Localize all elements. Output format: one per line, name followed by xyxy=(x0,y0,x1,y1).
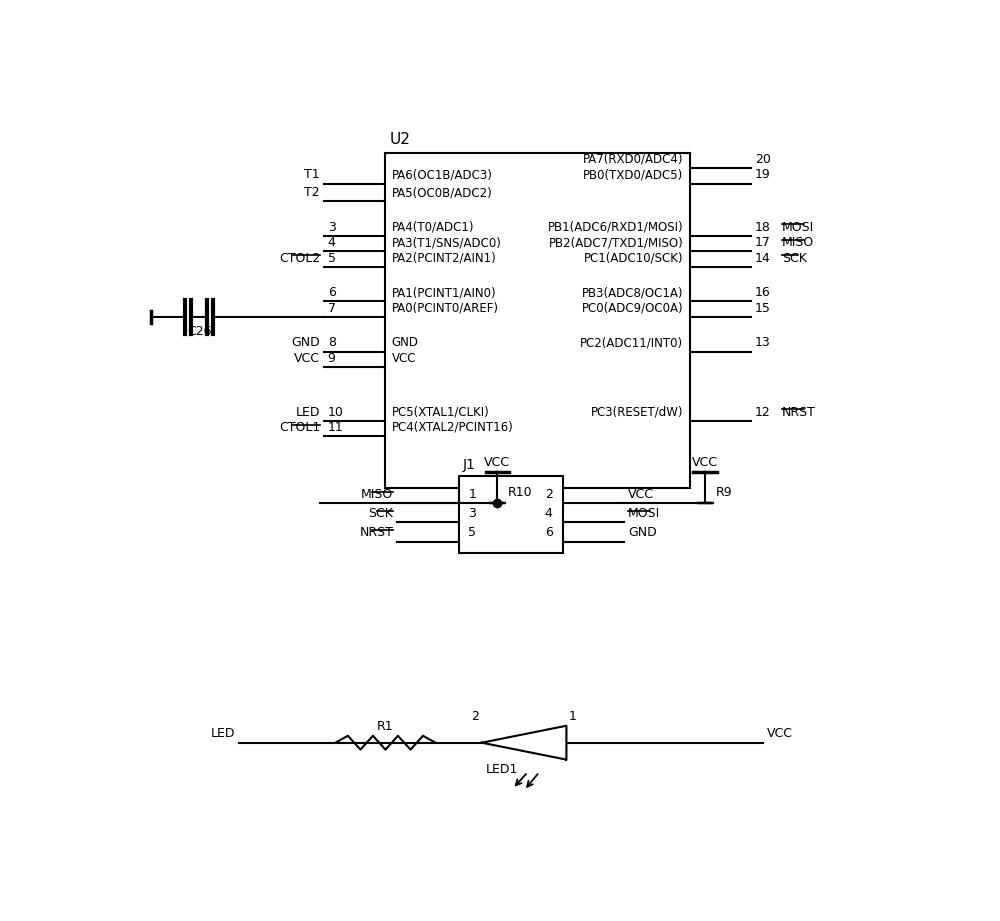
Text: PB1(ADC6/RXD1/MOSI): PB1(ADC6/RXD1/MOSI) xyxy=(548,221,683,234)
Text: LED: LED xyxy=(296,405,320,418)
Text: T2: T2 xyxy=(304,186,320,199)
Text: NRST: NRST xyxy=(359,527,393,540)
Text: GND: GND xyxy=(628,527,657,540)
Text: U2: U2 xyxy=(389,132,410,146)
Text: PA1(PCINT1/AIN0): PA1(PCINT1/AIN0) xyxy=(392,286,496,299)
Text: VCC: VCC xyxy=(767,727,793,740)
Bar xyxy=(385,153,690,488)
Bar xyxy=(459,476,563,554)
Text: 6: 6 xyxy=(328,286,336,299)
Text: VCC: VCC xyxy=(294,352,320,365)
Text: 20: 20 xyxy=(755,153,771,166)
Text: PA0(PCINT0/AREF): PA0(PCINT0/AREF) xyxy=(392,301,499,315)
Text: VCC: VCC xyxy=(628,488,654,501)
Text: R9: R9 xyxy=(716,486,732,499)
Text: 5: 5 xyxy=(328,251,336,264)
Text: 3: 3 xyxy=(469,507,476,520)
Polygon shape xyxy=(482,726,566,760)
Text: 15: 15 xyxy=(755,301,771,315)
Text: 4: 4 xyxy=(545,507,553,520)
Text: 2: 2 xyxy=(545,488,553,501)
Text: 14: 14 xyxy=(755,251,771,264)
Text: MISO: MISO xyxy=(361,488,393,501)
Text: LED1: LED1 xyxy=(486,764,518,776)
Text: 8: 8 xyxy=(328,336,336,349)
Text: 4: 4 xyxy=(328,236,336,249)
Text: 18: 18 xyxy=(755,221,771,234)
Text: PB2(ADC7/TXD1/MISO): PB2(ADC7/TXD1/MISO) xyxy=(549,236,683,249)
Text: 10: 10 xyxy=(328,405,344,418)
Text: PA6(OC1B/ADC3): PA6(OC1B/ADC3) xyxy=(392,169,492,181)
Text: MOSI: MOSI xyxy=(628,507,660,520)
Text: SCK: SCK xyxy=(782,251,807,264)
Text: MOSI: MOSI xyxy=(782,221,814,234)
Text: GND: GND xyxy=(291,336,320,349)
Text: PA7(RXD0/ADC4): PA7(RXD0/ADC4) xyxy=(583,153,683,166)
Text: 7: 7 xyxy=(328,301,336,315)
Text: PA2(PCINT2/AIN1): PA2(PCINT2/AIN1) xyxy=(392,251,496,264)
Text: 19: 19 xyxy=(755,169,771,181)
Text: R1: R1 xyxy=(377,719,394,733)
Text: GND: GND xyxy=(392,336,419,349)
Text: R10: R10 xyxy=(508,486,533,499)
Text: CTOL1: CTOL1 xyxy=(279,421,320,434)
Text: 6: 6 xyxy=(545,527,553,540)
Text: PC1(ADC10/SCK): PC1(ADC10/SCK) xyxy=(584,251,683,264)
Text: PC0(ADC9/OC0A): PC0(ADC9/OC0A) xyxy=(582,301,683,315)
Text: PA5(OC0B/ADC2): PA5(OC0B/ADC2) xyxy=(392,186,492,199)
Text: SCK: SCK xyxy=(368,507,393,520)
Text: 17: 17 xyxy=(755,236,771,249)
Text: 9: 9 xyxy=(328,352,336,365)
Text: 11: 11 xyxy=(328,421,343,434)
Text: 13: 13 xyxy=(755,336,771,349)
Text: PC5(XTAL1/CLKI): PC5(XTAL1/CLKI) xyxy=(392,405,489,418)
Text: PC4(XTAL2/PCINT16): PC4(XTAL2/PCINT16) xyxy=(392,421,513,434)
Text: PB0(TXD0/ADC5): PB0(TXD0/ADC5) xyxy=(583,169,683,181)
Text: 2: 2 xyxy=(472,710,479,723)
Text: PA4(T0/ADC1): PA4(T0/ADC1) xyxy=(392,221,474,234)
Text: VCC: VCC xyxy=(692,456,718,469)
Text: J1: J1 xyxy=(462,459,475,472)
Text: T1: T1 xyxy=(304,169,320,181)
Text: MISO: MISO xyxy=(782,236,814,249)
Text: PA3(T1/SNS/ADC0): PA3(T1/SNS/ADC0) xyxy=(392,236,501,249)
Text: PB3(ADC8/OC1A): PB3(ADC8/OC1A) xyxy=(582,286,683,299)
Text: 16: 16 xyxy=(755,286,771,299)
Text: 1: 1 xyxy=(469,488,476,501)
Text: 1: 1 xyxy=(569,710,576,723)
Text: LED: LED xyxy=(211,727,235,740)
Text: PC3(RESET/dW): PC3(RESET/dW) xyxy=(591,405,683,418)
Text: PC2(ADC11/INT0): PC2(ADC11/INT0) xyxy=(580,336,683,349)
Text: CTOL2: CTOL2 xyxy=(279,251,320,264)
Text: NRST: NRST xyxy=(782,405,816,418)
Text: 12: 12 xyxy=(755,405,771,418)
Text: 3: 3 xyxy=(328,221,336,234)
Text: C26: C26 xyxy=(187,325,211,338)
Text: VCC: VCC xyxy=(484,456,510,469)
Text: VCC: VCC xyxy=(392,352,416,365)
Text: 5: 5 xyxy=(468,527,476,540)
